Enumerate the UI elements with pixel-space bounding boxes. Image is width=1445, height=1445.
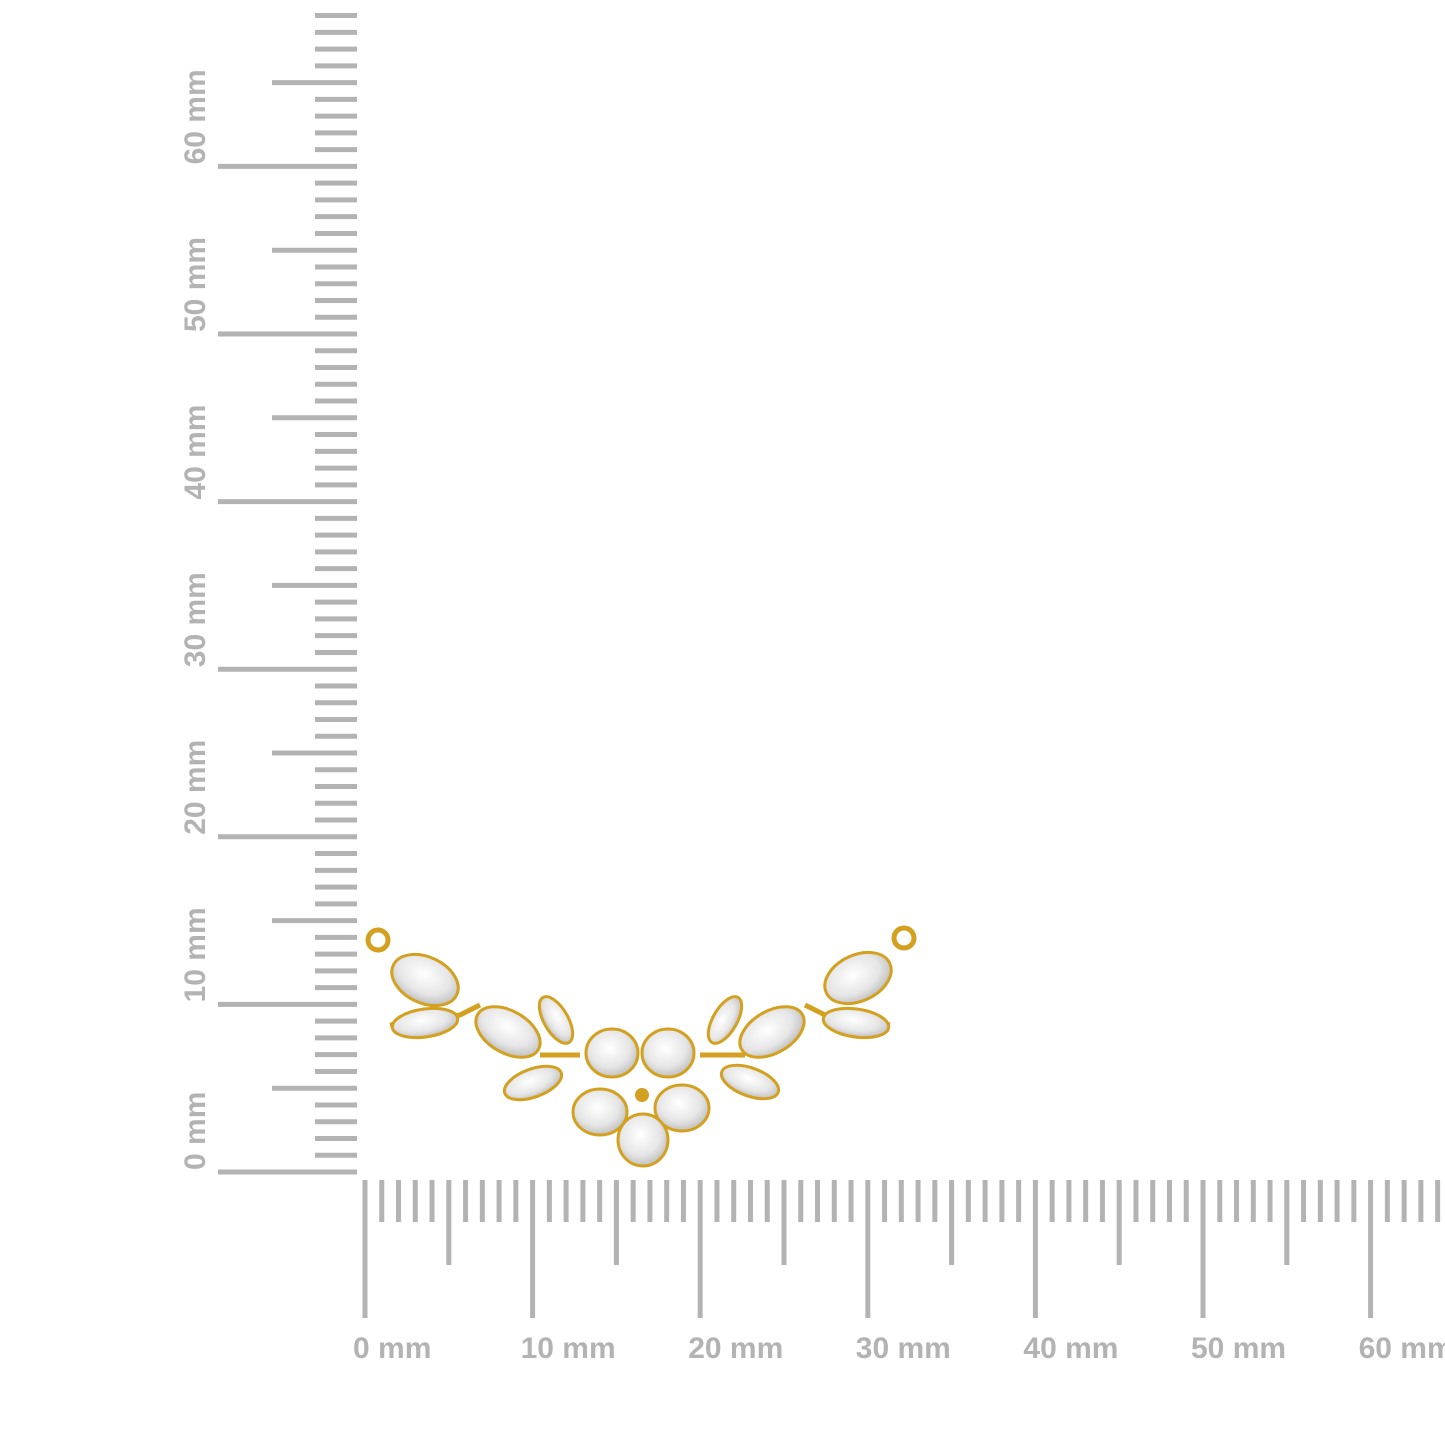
x-label: 40 mm xyxy=(1023,1332,1118,1365)
hook xyxy=(891,925,917,951)
y-label: 10 mm xyxy=(179,907,212,1002)
ruler-ticks xyxy=(218,13,1441,1318)
wire xyxy=(389,1002,891,1058)
stones xyxy=(390,950,893,1168)
x-label: 30 mm xyxy=(856,1332,951,1365)
x-label: 60 mm xyxy=(1359,1332,1445,1365)
y-label: 50 mm xyxy=(179,237,212,332)
y-label: 40 mm xyxy=(179,405,212,500)
y-label: 0 mm xyxy=(179,1092,212,1170)
pendant xyxy=(365,925,917,1168)
x-label: 50 mm xyxy=(1191,1332,1286,1365)
x-label: 20 mm xyxy=(688,1332,783,1365)
y-label: 20 mm xyxy=(179,740,212,835)
y-label: 30 mm xyxy=(179,572,212,667)
hook xyxy=(365,927,391,953)
x-label: 10 mm xyxy=(521,1332,616,1365)
y-label: 60 mm xyxy=(179,69,212,164)
x-label: 0 mm xyxy=(353,1332,431,1365)
ruler-labels: 0 mm 10 mm 20 mm 30 mm 40 mm 50 mm 60 mm 0 mm 10… xyxy=(179,69,1445,1365)
